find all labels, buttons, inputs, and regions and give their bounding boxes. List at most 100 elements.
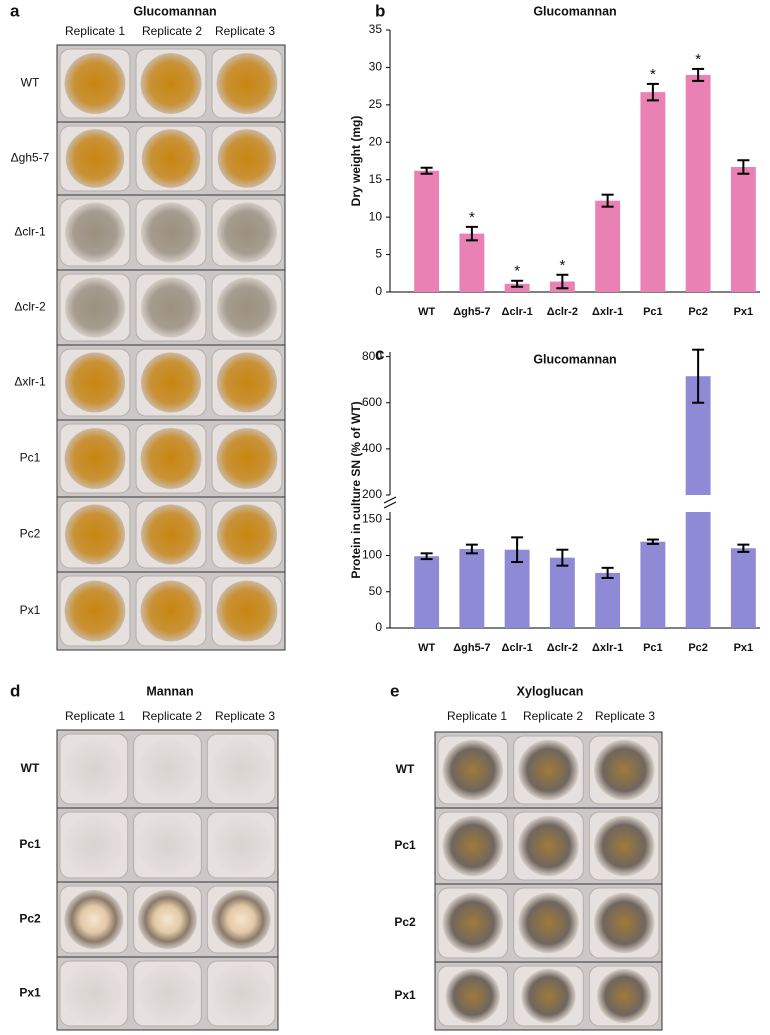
well [216,53,278,114]
bar [414,170,440,292]
panel-letter: d [10,681,20,700]
well [140,428,202,489]
y-tick-label: 30 [369,60,383,74]
well [442,815,504,877]
x-tick-label: WT [418,642,435,654]
panel-title: Glucomannan [133,4,216,18]
column-label: Replicate 2 [142,24,202,38]
well [65,352,125,413]
column-label: Replicate 1 [65,709,125,723]
chart-title: Glucomannan [533,352,616,366]
well [217,504,277,565]
row-label: Pc2 [20,527,41,541]
error-bar [601,566,614,579]
well [64,890,124,949]
well [141,504,201,565]
error-bar [556,548,569,567]
well [593,815,655,877]
chart-title: Glucomannan [533,4,616,18]
significance-label: * [559,257,565,274]
y-axis-label: Dry weight (mg) [349,116,363,207]
bar-lower [685,512,711,628]
error-bar [646,538,659,545]
well [65,129,125,188]
row-label: Px1 [394,988,416,1002]
well [64,53,126,114]
error-bar [737,159,750,175]
well [217,202,277,263]
panel-letter: b [375,1,385,20]
significance-label: * [650,66,656,83]
x-tick-label: Px1 [734,642,754,654]
column-label: Replicate 1 [447,709,507,723]
error-bar [737,543,750,553]
y-tick-label: 600 [362,395,382,409]
x-tick-label: Δgh5-7 [453,642,490,654]
well [211,964,271,1023]
x-tick-label: Δxlr-1 [592,642,623,654]
well [64,580,126,642]
panel-title: Xyloglucan [517,684,584,698]
error-bar [465,543,478,555]
well [217,277,277,338]
well [138,964,197,1023]
well [211,815,271,875]
well [65,277,125,338]
significance-label: * [514,263,520,280]
bar [730,548,756,628]
column-label: Replicate 3 [215,24,275,38]
well [141,129,201,188]
row-label: WT [396,762,415,776]
axis-break [383,496,397,504]
row-label: Δxlr-1 [14,375,46,389]
well [442,892,504,954]
x-tick-label: Δgh5-7 [453,306,490,318]
y-tick-label: 150 [362,511,382,525]
x-tick-label: Pc2 [688,306,708,318]
panel-title: Mannan [146,684,193,698]
well [138,890,197,949]
x-tick-label: Px1 [734,306,754,318]
error-bar [511,279,524,288]
y-tick-label: 800 [362,349,382,363]
row-label: Δclr-1 [14,225,46,239]
well [445,968,501,1024]
panel-letter: e [390,681,399,700]
well [140,580,202,642]
significance-label: * [469,209,475,226]
panel-letter: a [10,1,20,20]
error-bar [465,225,478,242]
x-tick-label: Δclr-2 [547,642,578,654]
bar [459,548,485,628]
well [138,815,197,875]
well [141,277,201,338]
y-tick-label: 20 [369,134,383,148]
row-label: Δgh5-7 [11,151,50,165]
well [64,964,124,1023]
row-label: WT [21,761,40,775]
well [138,739,197,799]
column-label: Replicate 3 [215,709,275,723]
y-tick-label: 35 [369,22,383,36]
row-label: Pc2 [394,915,416,929]
well [593,739,655,801]
axis-break [383,501,397,509]
well [596,968,652,1024]
error-bar [420,166,433,175]
x-tick-label: Pc2 [688,642,708,654]
error-bar [511,536,524,564]
well [216,428,278,489]
bar [549,557,575,628]
well [521,968,576,1024]
well [442,739,504,801]
row-label: Pc1 [394,838,416,852]
well [217,129,277,188]
well [64,739,124,799]
y-tick-label: 200 [362,487,382,501]
row-label: Δclr-2 [14,300,46,314]
well [518,739,579,801]
x-tick-label: Δclr-1 [502,642,533,654]
well [518,815,579,877]
well [211,739,271,799]
well [216,580,278,642]
